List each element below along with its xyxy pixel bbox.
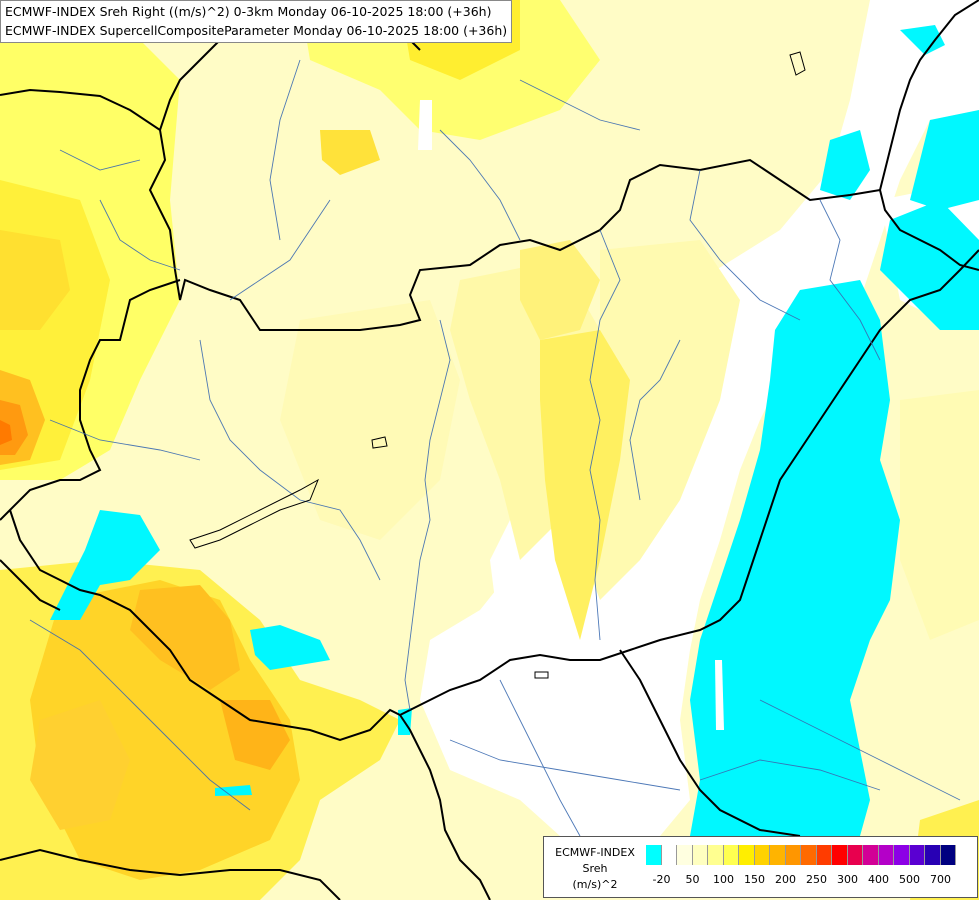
legend-swatch — [878, 845, 894, 865]
legend-swatch — [677, 845, 693, 865]
legend-swatch — [925, 845, 941, 865]
legend-tick: 400 — [868, 873, 889, 886]
legend-tick: 300 — [837, 873, 858, 886]
legend-tick: 50 — [685, 873, 700, 886]
legend-tick-labels: -20 50 100 150 200 250 300 400 500 700 — [646, 873, 976, 887]
legend-swatch — [646, 845, 662, 865]
legend-tick: 250 — [806, 873, 827, 886]
color-legend: ECMWF-INDEX Sreh (m/s)^2 -20 50 100 150 200 2… — [543, 836, 978, 898]
legend-swatch — [692, 845, 708, 865]
legend-param-label: Sreh — [582, 862, 608, 875]
legend-color-scale — [646, 845, 956, 865]
title-line-2: ECMWF-INDEX SupercellCompositeParameter … — [5, 23, 508, 38]
legend-swatch — [832, 845, 848, 865]
legend-tick: 700 — [930, 873, 951, 886]
legend-swatch — [723, 845, 739, 865]
legend-swatch — [785, 845, 801, 865]
legend-swatch — [708, 845, 724, 865]
legend-swatch — [847, 845, 863, 865]
legend-tick: 200 — [775, 873, 796, 886]
legend-swatch — [909, 845, 925, 865]
legend-swatch — [739, 845, 755, 865]
legend-tick: -20 — [652, 873, 671, 886]
legend-swatch — [940, 845, 956, 865]
legend-tick: 500 — [899, 873, 920, 886]
legend-swatch — [801, 845, 817, 865]
legend-unit-label: (m/s)^2 — [572, 878, 618, 891]
legend-tick: 150 — [744, 873, 765, 886]
legend-swatch — [661, 845, 677, 865]
legend-swatch — [894, 845, 910, 865]
legend-swatch — [863, 845, 879, 865]
map-title-box: ECMWF-INDEX Sreh Right ((m/s)^2) 0-3km M… — [0, 0, 513, 43]
legend-swatch — [816, 845, 832, 865]
legend-model-label: ECMWF-INDEX — [555, 846, 635, 859]
title-line-1: ECMWF-INDEX Sreh Right ((m/s)^2) 0-3km M… — [5, 4, 492, 19]
legend-tick: 100 — [713, 873, 734, 886]
legend-swatch — [754, 845, 770, 865]
legend-swatch — [770, 845, 786, 865]
